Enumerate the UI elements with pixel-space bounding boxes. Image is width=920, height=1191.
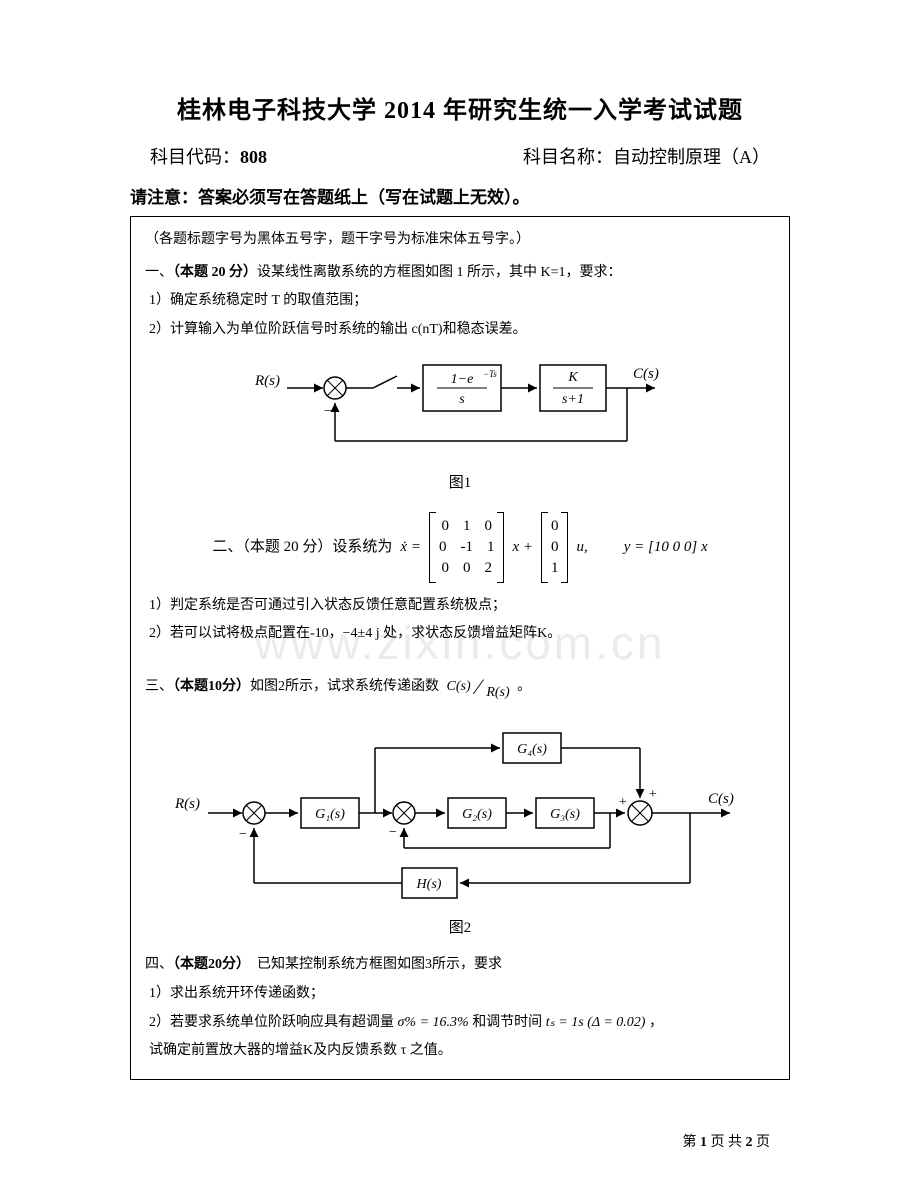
q4-head: 四、（本题20分） 已知某控制系统方框图如图3所示，要求 xyxy=(145,952,775,979)
svg-text:+: + xyxy=(648,787,657,802)
q4-bold: （本题20分） xyxy=(173,957,250,972)
footer-prefix: 第 xyxy=(683,1135,701,1150)
page-title: 桂林电子科技大学 2014 年研究生统一入学考试试题 xyxy=(130,90,790,125)
svg-text:−: − xyxy=(238,827,247,842)
subject-name: 科目名称：自动控制原理（A） xyxy=(523,143,770,169)
q2-bold: （本题 20 分） xyxy=(242,539,332,555)
code-value: 808 xyxy=(240,147,267,167)
q4-prefix: 四、 xyxy=(145,957,173,972)
svg-text:−Ts: −Ts xyxy=(483,369,497,379)
svg-text:G₄(s): G₄(s) xyxy=(517,742,547,757)
xplus: x + xyxy=(512,533,533,562)
subtitle-row: 科目代码：808 科目名称：自动控制原理（A） xyxy=(130,143,790,169)
q4-sub1: 1）求出系统开环传递函数； xyxy=(149,981,775,1008)
q1-prefix: 一、 xyxy=(145,265,173,280)
q2-sub2: 2）若可以试将极点配置在-10，−4±4 j 处，求状态反馈增益矩阵K。 xyxy=(149,621,775,648)
q1-text: 设某线性离散系统的方框图如图 1 所示，其中 K=1，要求： xyxy=(257,265,622,280)
footer-cur: 1 xyxy=(700,1135,707,1150)
fig2-label: 图2 xyxy=(145,914,775,943)
svg-text:1−e: 1−e xyxy=(451,372,474,387)
q1-sub1: 1）确定系统稳定时 T 的取值范围； xyxy=(149,288,775,315)
q1-bold: （本题 20 分） xyxy=(173,265,257,280)
footer-suffix: 页 xyxy=(753,1135,771,1150)
q4-sub2a: 2）若要求系统单位阶跃响应具有超调量 xyxy=(149,1015,394,1030)
y-eq: y = [10 0 0] x xyxy=(624,533,708,562)
content-box: （各题标题字号为黑体五号字，题干字号为标准宋体五号字。） 一、（本题 20 分）… xyxy=(130,216,790,1080)
q4-ts: tₛ = 1s (Δ = 0.02) xyxy=(546,1015,646,1030)
footer-mid: 页 共 xyxy=(707,1135,746,1150)
q4-sub3: 试确定前置放大器的增益K及内反馈系数 τ 之值。 xyxy=(149,1038,775,1065)
svg-text:G₁(s): G₁(s) xyxy=(315,807,345,822)
format-note: （各题标题字号为黑体五号字，题干字号为标准宋体五号字。） xyxy=(145,227,775,254)
name-value: 自动控制原理（A） xyxy=(613,147,770,167)
svg-text:C(s): C(s) xyxy=(708,791,734,807)
name-label: 科目名称： xyxy=(523,147,613,167)
q3-prefix: 三、 xyxy=(145,679,173,694)
svg-text:−: − xyxy=(388,825,397,840)
transfer-function: C(s) ⁄ R(s) xyxy=(443,666,514,708)
q2-prefix: 二、 xyxy=(212,539,242,555)
q3-bold: （本题10分） xyxy=(173,679,250,694)
figure-2: R(s) − G₁(s) − G₄(s) + G₂(s) G₃(s) + xyxy=(170,718,750,908)
figure-1: R(s) − 1−e −Ts s K s+1 C(s) xyxy=(245,353,675,463)
q4-text: 已知某控制系统方框图如图3所示，要求 xyxy=(257,957,502,972)
fig1-rs: R(s) xyxy=(254,373,280,389)
q2-sub1: 1）判定系统是否可通过引入状态反馈任意配置系统极点； xyxy=(149,593,775,620)
svg-text:K: K xyxy=(567,370,578,385)
svg-text:G₃(s): G₃(s) xyxy=(550,807,580,822)
svg-text:−: − xyxy=(323,404,332,419)
q4-sigma: σ% = 16.3% xyxy=(398,1015,469,1030)
matrix-B: 0 0 1 xyxy=(541,512,569,583)
svg-text:H(s): H(s) xyxy=(416,877,442,892)
q2-text: 设系统为 xyxy=(332,539,392,555)
fig1-label: 图1 xyxy=(145,469,775,498)
q3-head: 三、（本题10分）如图2所示，试求系统传递函数 C(s) ⁄ R(s) 。 xyxy=(145,666,775,708)
matrix-A: 010 0-11 002 xyxy=(429,512,505,583)
page-footer: 第 1 页 共 2 页 xyxy=(683,1131,771,1151)
svg-text:+: + xyxy=(618,795,627,810)
subject-code: 科目代码：808 xyxy=(150,143,267,169)
svg-text:s+1: s+1 xyxy=(562,392,584,407)
u-label: u, xyxy=(576,533,587,562)
svg-text:G₂(s): G₂(s) xyxy=(462,807,492,822)
q4-sub2c: ， xyxy=(649,1015,663,1030)
footer-total: 2 xyxy=(746,1135,753,1150)
svg-text:R(s): R(s) xyxy=(174,796,200,812)
svg-text:s: s xyxy=(459,392,465,407)
q1-head: 一、（本题 20 分）设某线性离散系统的方框图如图 1 所示，其中 K=1，要求… xyxy=(145,260,775,287)
q2-equation: 二、（本题 20 分）设系统为 ẋ = 010 0-11 002 x + 0 0… xyxy=(145,512,775,583)
q4-sub2b: 和调节时间 xyxy=(472,1015,542,1030)
q4-sub2: 2）若要求系统单位阶跃响应具有超调量 σ% = 16.3% 和调节时间 tₛ =… xyxy=(149,1010,775,1037)
code-label: 科目代码： xyxy=(150,147,240,167)
q1-sub2: 2）计算输入为单位阶跃信号时系统的输出 c(nT)和稳态误差。 xyxy=(149,317,775,344)
notice: 请注意：答案必须写在答题纸上（写在试题上无效）。 xyxy=(130,183,790,208)
svg-text:C(s): C(s) xyxy=(633,366,659,382)
q3-text: 如图2所示，试求系统传递函数 xyxy=(250,679,439,694)
q3-tail: 。 xyxy=(517,679,531,694)
xdot: ẋ = xyxy=(400,533,421,562)
